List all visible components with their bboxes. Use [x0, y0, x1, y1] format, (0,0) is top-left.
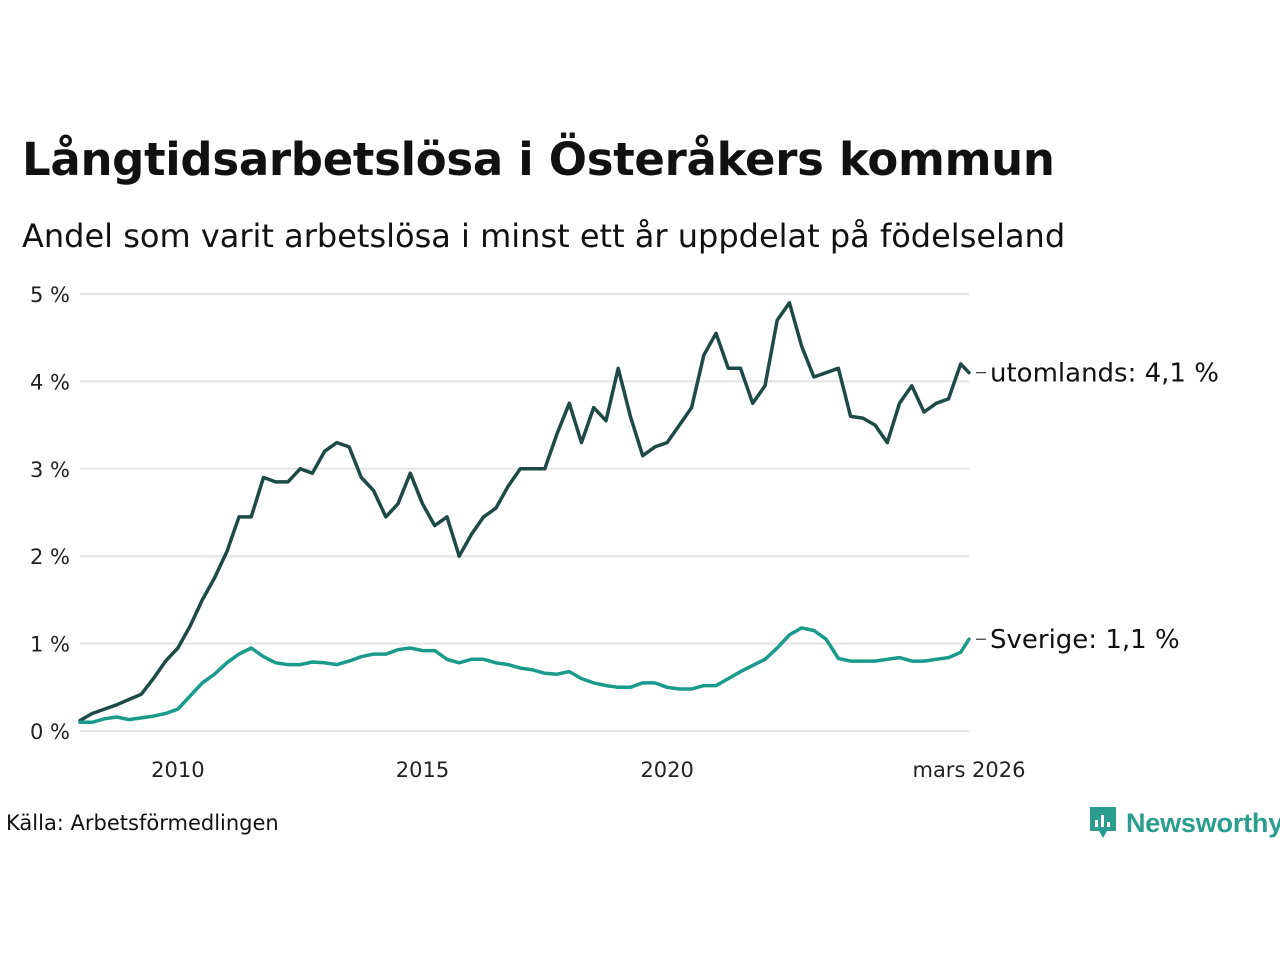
x-tick-label: mars 2026 [912, 758, 1025, 782]
chart-title: Långtidsarbetslösa i Österåkers kommun [22, 133, 1055, 186]
y-tick-label: 0 % [30, 720, 70, 744]
y-axis-tick-labels: 0 % 1 % 2 % 3 % 4 % 5 % [30, 283, 70, 744]
series-line-utomlands [78, 300, 971, 723]
chart-subtitle: Andel som varit arbetslösa i minst ett å… [22, 217, 1066, 255]
series-line-sverige [78, 626, 971, 725]
y-tick-label: 2 % [30, 545, 70, 569]
y-tick-label: 1 % [30, 633, 70, 657]
newsworthy-logo-icon [1090, 807, 1116, 838]
x-tick-label: 2015 [396, 758, 449, 782]
x-tick-label: 2020 [640, 758, 693, 782]
series-lines [78, 300, 971, 725]
x-axis-tick-labels: 2010 2015 2020 mars 2026 [151, 758, 1025, 782]
brand-logo: Newsworthy [1088, 803, 1280, 843]
x-tick-label: 2010 [151, 758, 204, 782]
series-end-labels: utomlands: 4,1 % Sverige: 1,1 % [976, 359, 1219, 655]
y-tick-label: 4 % [30, 370, 70, 394]
gridlines [80, 293, 969, 732]
series-end-label-sverige: Sverige: 1,1 % [990, 625, 1180, 655]
y-tick-label: 3 % [30, 458, 70, 482]
y-tick-label: 5 % [30, 283, 70, 307]
brand-name: Newsworthy [1126, 807, 1280, 838]
source-note: Källa: Arbetsförmedlingen [6, 811, 279, 835]
series-end-label-utomlands: utomlands: 4,1 % [990, 359, 1219, 389]
